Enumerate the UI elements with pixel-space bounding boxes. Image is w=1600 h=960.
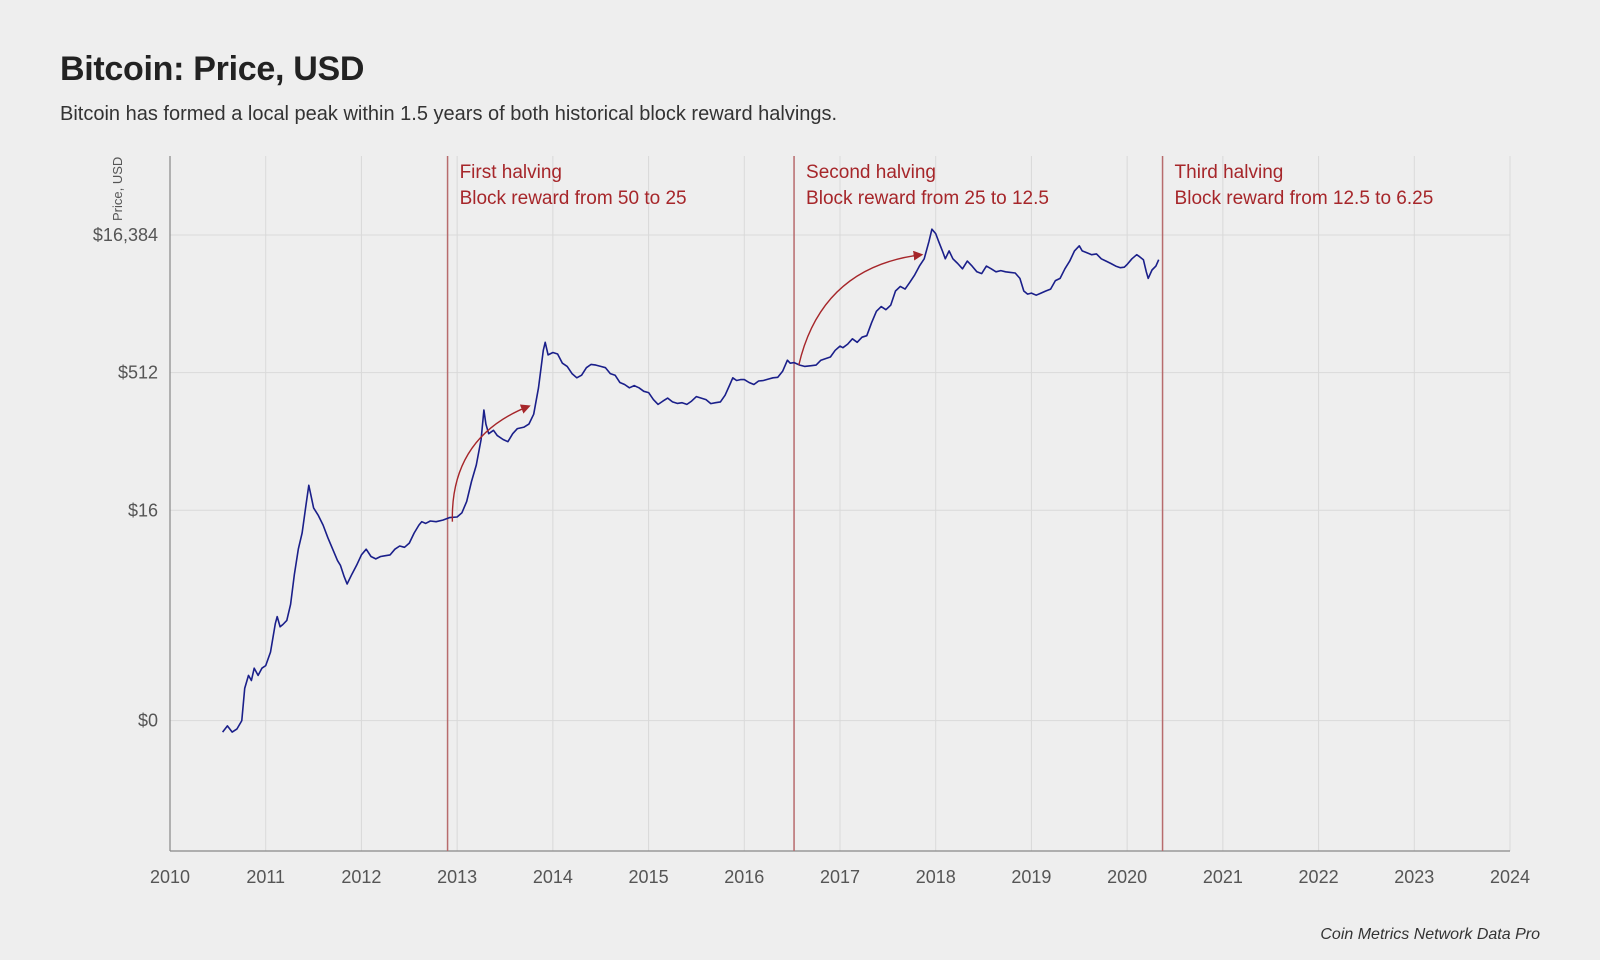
svg-text:First halving: First halving: [460, 162, 562, 183]
svg-text:2022: 2022: [1299, 867, 1339, 887]
svg-text:2014: 2014: [533, 867, 573, 887]
svg-text:Block reward from 25 to 12.5: Block reward from 25 to 12.5: [806, 188, 1049, 209]
svg-text:2013: 2013: [437, 867, 477, 887]
attribution-text: Coin Metrics Network Data Pro: [1320, 926, 1540, 944]
price-chart-svg: 2010 2011 2012 2013 2014 2015 2016 2017 2018 2019…: [60, 146, 1540, 906]
svg-text:2010: 2010: [150, 867, 190, 887]
svg-text:2011: 2011: [246, 867, 285, 887]
chart-title: Bitcoin: Price, USD: [60, 50, 1540, 89]
y-axis-label: Price, USD: [110, 157, 125, 221]
svg-text:$512: $512: [118, 363, 158, 383]
svg-text:2024: 2024: [1490, 867, 1530, 887]
svg-text:Second halving: Second halving: [806, 162, 936, 183]
svg-text:Block reward from 12.5 to 6.25: Block reward from 12.5 to 6.25: [1175, 188, 1434, 209]
svg-text:$0: $0: [138, 711, 158, 731]
svg-text:2012: 2012: [341, 867, 381, 887]
chart-area: Price, USD 20102011201220132014201520162…: [60, 146, 1540, 906]
svg-text:Third halving: Third halving: [1175, 162, 1284, 183]
svg-text:$16: $16: [128, 500, 158, 520]
svg-text:2021: 2021: [1203, 867, 1243, 887]
svg-text:$16,384: $16,384: [93, 225, 158, 245]
svg-text:2020: 2020: [1107, 867, 1147, 887]
svg-text:2017: 2017: [820, 867, 860, 887]
svg-text:2018: 2018: [916, 867, 956, 887]
svg-text:Block reward from 50 to 25: Block reward from 50 to 25: [460, 188, 687, 209]
chart-subtitle: Bitcoin has formed a local peak within 1…: [60, 103, 1540, 126]
svg-text:2019: 2019: [1011, 867, 1051, 887]
svg-text:2015: 2015: [629, 867, 669, 887]
svg-text:2016: 2016: [724, 867, 764, 887]
svg-text:2023: 2023: [1394, 867, 1434, 887]
